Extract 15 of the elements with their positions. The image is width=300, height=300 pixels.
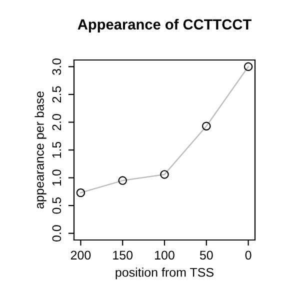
x-tick-label: 200: [70, 250, 91, 260]
chart-title: Appearance of CCTTCCT: [78, 18, 252, 32]
x-tick-label: 50: [200, 250, 213, 260]
y-tick-label: 2.5: [52, 86, 62, 103]
y-axis-title: appearance per base: [34, 91, 46, 209]
y-tick-label: 0.0: [52, 225, 62, 242]
x-tick-label: 0: [245, 250, 252, 260]
x-axis-title: position from TSS: [116, 268, 214, 280]
y-tick-label: 1.5: [52, 142, 62, 158]
y-tick-label: 2.0: [52, 114, 62, 130]
y-tick-label: 1.0: [52, 170, 62, 186]
x-tick-label: 150: [113, 250, 133, 260]
x-tick-label: 100: [155, 250, 174, 260]
y-tick-label: 3.0: [52, 58, 62, 75]
y-tick-label: 0.5: [52, 197, 62, 214]
